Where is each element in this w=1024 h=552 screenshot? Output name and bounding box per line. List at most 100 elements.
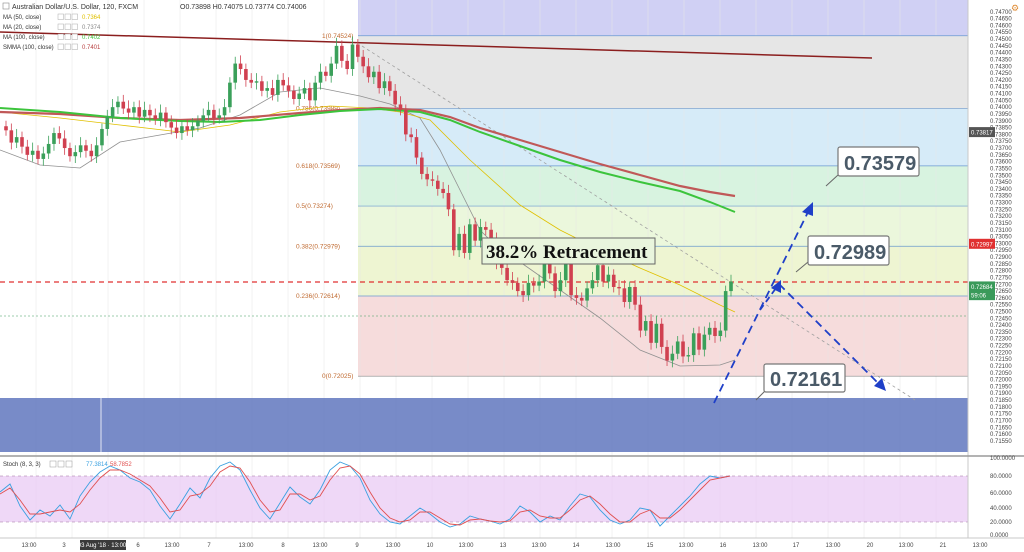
candle-body bbox=[409, 134, 413, 138]
price-tick-label: 0.72150 bbox=[990, 357, 1012, 363]
moving-averages bbox=[0, 87, 736, 367]
price-tick-label: 0.73700 bbox=[990, 146, 1012, 152]
legend-control-icon[interactable] bbox=[71, 33, 78, 40]
time-axis-label: 15 bbox=[647, 543, 654, 549]
time-axis-label: 03 Aug '18 · 13:00 bbox=[78, 543, 127, 549]
legend-control-icon[interactable] bbox=[64, 23, 71, 30]
legend-value: 0.7401 bbox=[82, 45, 101, 51]
candle-body bbox=[174, 127, 179, 134]
legend-control-icon[interactable] bbox=[57, 23, 64, 30]
time-axis-label: 13:00 bbox=[385, 543, 401, 549]
candle-body bbox=[462, 233, 467, 253]
candle-body bbox=[190, 126, 195, 131]
price-tick-label: 0.72450 bbox=[990, 316, 1012, 322]
candle-body bbox=[73, 152, 78, 157]
legend-control-icon[interactable] bbox=[64, 33, 71, 40]
projection-peak-arrow bbox=[759, 283, 780, 311]
legend-control-icon[interactable] bbox=[57, 33, 64, 40]
stoch-settings-icon[interactable] bbox=[57, 460, 65, 468]
price-tick-label: 0.73450 bbox=[990, 180, 1012, 186]
candle-body bbox=[441, 188, 445, 193]
price-tick-label: 0.71900 bbox=[990, 391, 1012, 397]
fib-label-0: 1(0.74524) bbox=[322, 33, 353, 40]
candle-body bbox=[420, 157, 424, 174]
candle-body bbox=[254, 81, 259, 83]
price-tick-label: 0.74350 bbox=[990, 57, 1012, 63]
price-tick-label: 0.72700 bbox=[990, 282, 1012, 288]
candle-body bbox=[643, 321, 648, 331]
stoch-d-line bbox=[0, 465, 731, 526]
settings-icon[interactable]: ⚙ bbox=[1011, 4, 1019, 14]
candle-body bbox=[542, 262, 547, 282]
time-axis-label: 13:00 bbox=[312, 543, 328, 549]
price-axis bbox=[967, 0, 1024, 458]
time-axis-label: 9 bbox=[355, 543, 359, 549]
candle-body bbox=[547, 262, 552, 274]
candle-body bbox=[148, 109, 152, 116]
candle-body bbox=[457, 233, 461, 251]
legend-label: MA (100, close) bbox=[3, 35, 45, 41]
candle-body bbox=[94, 145, 99, 157]
ma-100-line bbox=[0, 107, 736, 213]
stoch-close-icon[interactable] bbox=[65, 460, 73, 468]
candle-body bbox=[649, 321, 653, 343]
price-tick-label: 0.74000 bbox=[990, 105, 1012, 111]
candle-body bbox=[489, 229, 493, 241]
candle-body bbox=[233, 63, 238, 83]
candle-body bbox=[20, 137, 24, 147]
candle-body bbox=[78, 145, 83, 153]
time-axis-label: 13:00 bbox=[605, 543, 621, 549]
time-axis-label: 8 bbox=[281, 543, 285, 549]
legend-control-icon[interactable] bbox=[71, 23, 78, 30]
time-axis-label: 20 bbox=[867, 543, 874, 549]
candle-body bbox=[601, 265, 605, 282]
price-tick-label: 0.74200 bbox=[990, 78, 1012, 84]
candle-body bbox=[633, 286, 637, 305]
legend-value: 0.7364 bbox=[82, 15, 101, 21]
price-tick-label: 0.74100 bbox=[990, 92, 1012, 98]
price-tick-label: 0.72250 bbox=[990, 344, 1012, 350]
price-tick-label: 0.72600 bbox=[990, 296, 1012, 302]
price-tick-label: 0.72500 bbox=[990, 310, 1012, 316]
stoch-eye-icon[interactable] bbox=[49, 460, 57, 468]
price-tick-label: 0.73250 bbox=[990, 207, 1012, 213]
candle-body bbox=[681, 341, 685, 357]
stoch-axis-background bbox=[968, 458, 1024, 538]
price-tick-label: 0.74650 bbox=[990, 17, 1012, 23]
candle-body bbox=[100, 128, 104, 146]
price-tick-label: 0.74300 bbox=[990, 64, 1012, 70]
price-tick-label: 0.74450 bbox=[990, 44, 1012, 50]
candle-body bbox=[201, 115, 206, 121]
candle-body bbox=[270, 88, 275, 95]
candle-body bbox=[25, 146, 30, 155]
candle-body bbox=[537, 281, 541, 286]
candle-body bbox=[627, 286, 632, 302]
time-axis-label: 13:00 bbox=[164, 543, 180, 549]
candle-body bbox=[238, 63, 243, 70]
price-tick-label: 0.73100 bbox=[990, 228, 1012, 234]
candle-body bbox=[563, 262, 568, 281]
candle-body bbox=[126, 108, 131, 113]
candle-body bbox=[585, 288, 589, 301]
candle-body bbox=[505, 267, 509, 281]
legend-control-icon[interactable] bbox=[64, 13, 71, 20]
candle-body bbox=[526, 282, 531, 296]
legend-control-icon[interactable] bbox=[71, 43, 78, 50]
resistance-trendline bbox=[0, 31, 873, 59]
legend-control-icon[interactable] bbox=[57, 43, 64, 50]
legend-label: MA (50, close) bbox=[3, 15, 41, 21]
candle-body bbox=[356, 44, 360, 57]
lower-target-callout-box bbox=[763, 363, 846, 393]
fib-label-4: 0.382(0.72979) bbox=[296, 243, 340, 250]
legend-label: MA (20, close) bbox=[3, 25, 41, 31]
legend-control-icon[interactable] bbox=[57, 13, 64, 20]
legend-control-icon[interactable] bbox=[71, 13, 78, 20]
price-tick-label: 0.72350 bbox=[990, 330, 1012, 336]
candle-body bbox=[84, 145, 88, 151]
legend-control-icon[interactable] bbox=[64, 43, 71, 50]
candle-body bbox=[46, 143, 51, 154]
time-axis-label: 13:00 bbox=[458, 543, 474, 549]
stoch-level-60: 60.0000 bbox=[990, 491, 1012, 497]
price-tags: 0.73817 0.72997 0.72684 59:06 bbox=[969, 127, 995, 301]
candle-body bbox=[558, 280, 563, 292]
